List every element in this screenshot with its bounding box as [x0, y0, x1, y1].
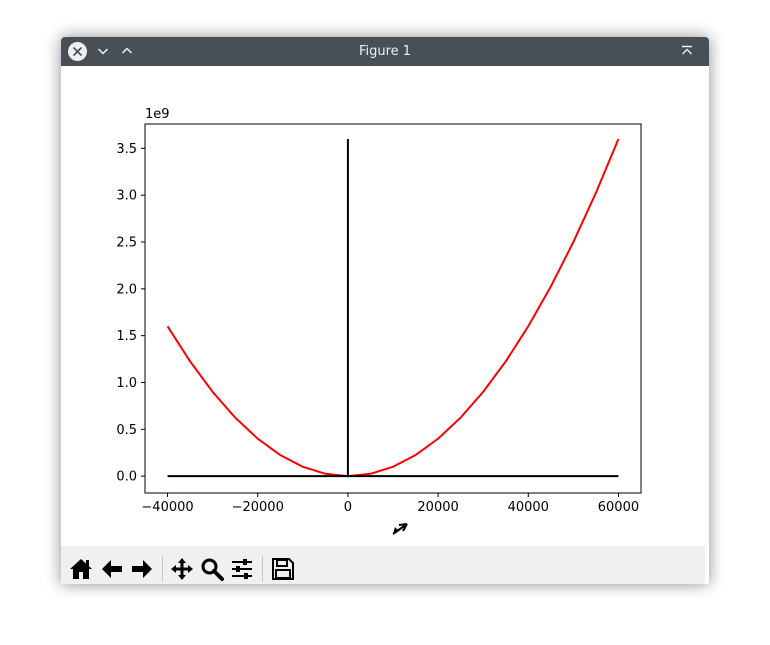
x-tick-label: −40000	[141, 500, 193, 515]
figure-canvas[interactable]: −40000 −20000 0 20000 40000 60000 0.0 0.5 1.0 1.5…	[61, 66, 709, 546]
y-tick-label: 0.0	[116, 470, 137, 485]
x-tick-label: 60000	[598, 500, 639, 515]
series-line-0	[166, 138, 620, 478]
zoom-icon[interactable]	[198, 555, 226, 583]
configure-subplots-icon[interactable]	[228, 555, 256, 583]
line-chart[interactable]: −40000 −20000 0 20000 40000 60000 0.0 0.5 1.0 1.5…	[61, 66, 709, 546]
save-icon[interactable]	[269, 555, 297, 583]
y-tick-label: 3.0	[116, 189, 137, 204]
y-tick-label: 3.5	[116, 142, 137, 157]
y-tick-label: 2.5	[116, 236, 137, 251]
y-tick-label: 0.5	[116, 423, 137, 438]
axes-frame	[144, 123, 642, 494]
toolbar-separator	[162, 556, 163, 582]
pan-icon[interactable]	[168, 555, 196, 583]
y-tick-label: 2.0	[116, 282, 137, 297]
y-tick-label: 1.5	[116, 329, 137, 344]
toolbar-separator	[262, 556, 263, 582]
titlebar[interactable]: Figure 1	[61, 37, 709, 66]
window-title: Figure 1	[358, 44, 412, 59]
mouse-cursor-icon	[392, 523, 408, 535]
minimize-icon[interactable]	[93, 41, 113, 61]
home-icon[interactable]	[67, 555, 95, 583]
x-tick-label: −20000	[232, 500, 284, 515]
back-icon[interactable]	[98, 555, 126, 583]
figure-window: Figure 1 −40000 −20000 0 20000 40000 60000 0.0…	[61, 37, 709, 584]
x-tick-label: 0	[344, 500, 352, 515]
x-tick-label: 40000	[508, 500, 549, 515]
forward-icon[interactable]	[128, 555, 156, 583]
close-icon[interactable]	[68, 42, 87, 61]
navigation-toolbar	[61, 546, 705, 584]
y-offset-label: 1e9	[145, 107, 170, 122]
y-tick-label: 1.0	[116, 376, 137, 391]
x-tick-label: 20000	[417, 500, 458, 515]
keep-above-icon[interactable]	[677, 41, 697, 61]
maximize-icon[interactable]	[117, 41, 137, 61]
